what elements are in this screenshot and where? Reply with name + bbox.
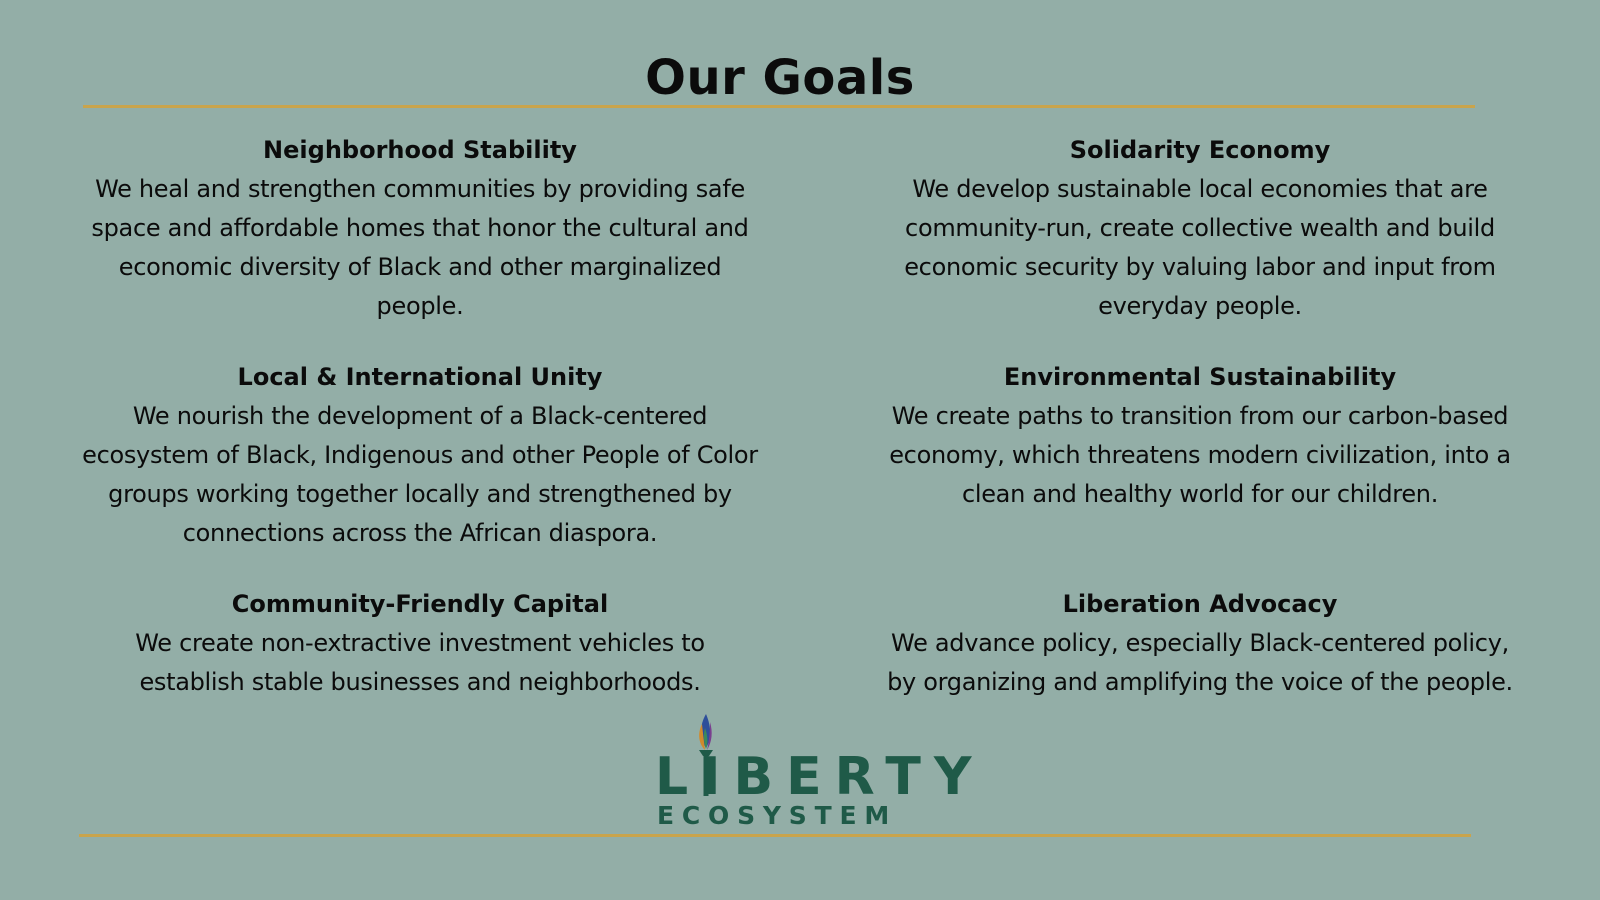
- goal-title: Solidarity Economy: [1069, 136, 1331, 164]
- bottom-divider: [79, 834, 1471, 837]
- page-title: Our Goals: [645, 50, 915, 106]
- goal-description: We create non-extractive investment vehi…: [135, 629, 705, 696]
- goal-description: We develop sustainable local economies t…: [904, 175, 1496, 320]
- top-divider: [83, 105, 1475, 108]
- goal-solidarity-economy: Solidarity Economy We develop sustainabl…: [885, 130, 1515, 326]
- goal-liberation-advocacy: Liberation Advocacy We advance policy, e…: [885, 584, 1515, 702]
- goal-description: We create paths to transition from our c…: [889, 402, 1511, 508]
- goal-title: Liberation Advocacy: [1062, 590, 1338, 618]
- goal-community-friendly-capital: Community-Friendly Capital We create non…: [80, 584, 760, 702]
- logo-wordmark: LIBERTY: [655, 747, 985, 807]
- goal-title: Local & International Unity: [237, 363, 603, 391]
- goal-title: Community-Friendly Capital: [231, 590, 609, 618]
- logo-subtitle: ECOSYSTEM: [657, 801, 897, 830]
- goal-title: Neighborhood Stability: [263, 136, 577, 164]
- goal-description: We advance policy, especially Black-cent…: [887, 629, 1513, 696]
- goal-neighborhood-stability: Neighborhood Stability We heal and stren…: [80, 130, 760, 326]
- goal-environmental-sustainability: Environmental Sustainability We create p…: [885, 357, 1515, 514]
- goal-local-international-unity: Local & International Unity We nourish t…: [80, 357, 760, 553]
- torch-icon: [699, 714, 713, 796]
- goal-description: We nourish the development of a Black-ce…: [82, 402, 758, 547]
- goal-title: Environmental Sustainability: [1003, 363, 1397, 391]
- liberty-ecosystem-logo: LIBERTY ECOSYSTEM: [655, 712, 971, 830]
- goal-description: We heal and strengthen communities by pr…: [91, 175, 749, 320]
